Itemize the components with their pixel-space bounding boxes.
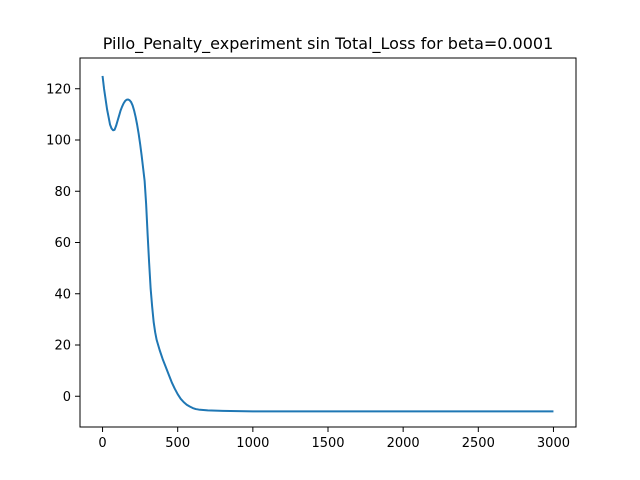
y-tick-label: 0 [63, 390, 71, 405]
y-tick-label: 100 [46, 134, 71, 149]
x-tick-label: 2000 [387, 436, 420, 451]
plot-frame [79, 57, 577, 428]
plot-area [101, 75, 554, 413]
x-tick-label: 0 [98, 436, 106, 451]
x-tick-label: 2500 [462, 436, 495, 451]
y-tick-label: 120 [46, 82, 71, 97]
x-tick-label: 1500 [311, 436, 344, 451]
y-tick-label: 60 [54, 236, 71, 251]
x-tick-label: 3000 [537, 436, 570, 451]
y-tick-label: 40 [54, 287, 71, 302]
y-tick-label: 20 [54, 339, 71, 354]
x-axis: 0 500 1000 1500 2000 2500 3000 [98, 427, 570, 451]
x-tick-label: 500 [165, 436, 190, 451]
y-tick-label: 80 [54, 185, 71, 200]
chart-title: Pillo_Penalty_experiment sin Total_Loss … [103, 34, 554, 54]
y-axis: 0 20 40 60 80 100 120 [46, 82, 80, 405]
x-tick-label: 1000 [236, 436, 269, 451]
series-line-0 [101, 75, 554, 413]
